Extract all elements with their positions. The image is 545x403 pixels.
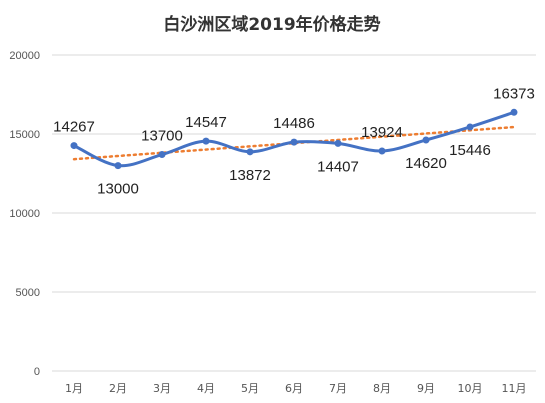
data-point	[290, 138, 298, 146]
data-point	[510, 108, 518, 116]
data-label: 14547	[185, 114, 227, 131]
x-tick-label: 7月	[329, 382, 347, 395]
x-tick-label: 11月	[502, 382, 527, 395]
data-point	[158, 151, 166, 159]
x-tick-label: 5月	[241, 382, 259, 395]
data-label: 14407	[317, 158, 359, 175]
x-tick-label: 6月	[285, 382, 303, 395]
data-label: 14267	[53, 119, 95, 136]
data-point	[378, 147, 386, 155]
trendline	[72, 125, 516, 161]
chart-title: 白沙洲区域2019年价格走势	[163, 14, 380, 35]
data-point	[70, 142, 78, 150]
y-tick-label: 5000	[16, 287, 40, 299]
data-point	[334, 139, 342, 147]
x-tick-label: 2月	[109, 382, 127, 395]
y-tick-label: 20000	[9, 50, 40, 62]
x-tick-label: 10月	[458, 382, 483, 395]
data-label: 13924	[361, 124, 403, 141]
y-tick-label: 10000	[9, 208, 40, 220]
data-label: 13700	[141, 128, 183, 145]
y-axis-ticks: 0 5000 10000 15000 20000	[9, 50, 40, 378]
data-label: 13872	[229, 167, 271, 184]
data-point	[466, 123, 474, 131]
series-layer	[70, 108, 518, 170]
data-label: 14620	[405, 155, 447, 172]
y-tick-label: 15000	[9, 129, 40, 141]
x-tick-label: 3月	[153, 382, 171, 395]
x-axis-ticks: 1月 2月 3月 4月 5月 6月 7月 8月 9月 10月 11月	[65, 382, 527, 395]
trendline-layer	[72, 125, 516, 161]
data-point	[202, 137, 210, 145]
data-label: 13000	[97, 181, 139, 198]
data-point	[114, 162, 122, 170]
x-tick-label: 9月	[417, 382, 435, 395]
x-tick-label: 4月	[197, 382, 215, 395]
y-tick-label: 0	[34, 366, 40, 378]
x-tick-label: 1月	[65, 382, 83, 395]
data-point	[422, 136, 430, 144]
data-label: 14486	[273, 115, 315, 132]
grid-layer	[52, 54, 536, 372]
x-tick-label: 8月	[373, 382, 391, 395]
data-point	[246, 148, 254, 156]
data-label: 16373	[493, 85, 535, 102]
data-label: 15446	[449, 142, 491, 159]
